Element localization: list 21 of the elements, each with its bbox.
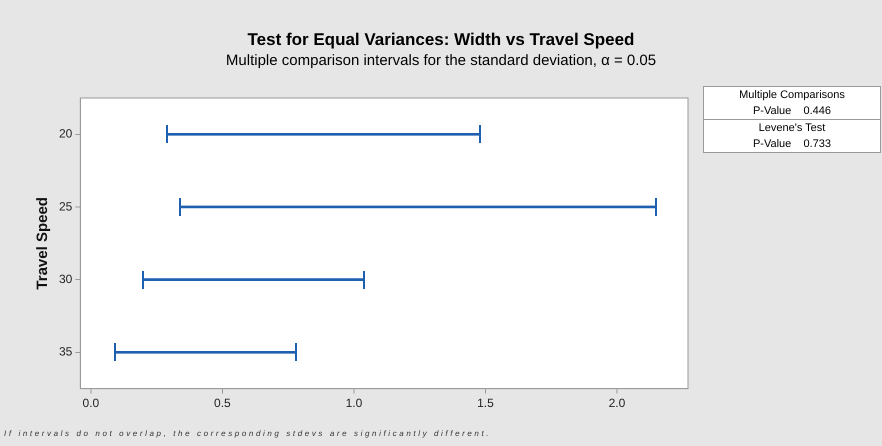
- bar: [143, 278, 365, 281]
- text: P-Value 0.733: [752, 137, 832, 152]
- bar: [166, 132, 481, 136]
- bar: [114, 350, 296, 354]
- y-tick-label: 25: [58, 199, 73, 214]
- y-axis-title: Travel Speed: [34, 197, 52, 290]
- x-tick-label: 0.5: [214, 396, 232, 410]
- y-tick-label: 35: [58, 344, 73, 359]
- x-tick-label: 2.0: [608, 396, 626, 410]
- text: If intervals do not overlap, the corresponding stdevs are significantly different.: [4, 429, 492, 438]
- text: Multiple Comparisons: [738, 88, 846, 103]
- x-tick-label: 1.0: [346, 396, 363, 410]
- chart-title: Test for Equal Variances: Width vs Travel Speed: [246, 30, 636, 50]
- bar: [180, 206, 657, 208]
- chart-subtitle: Multiple comparison intervals for the standard deviation, α = 0.05: [224, 52, 658, 69]
- text: Levene's Test: [704, 119, 880, 136]
- y-tick-label: 30: [58, 272, 73, 286]
- y-tick-label: 20: [58, 126, 73, 141]
- x-tick-label: 1.5: [477, 396, 494, 410]
- text: P-Value 0.446: [752, 104, 832, 119]
- x-tick-label: 0.0: [82, 396, 100, 410]
